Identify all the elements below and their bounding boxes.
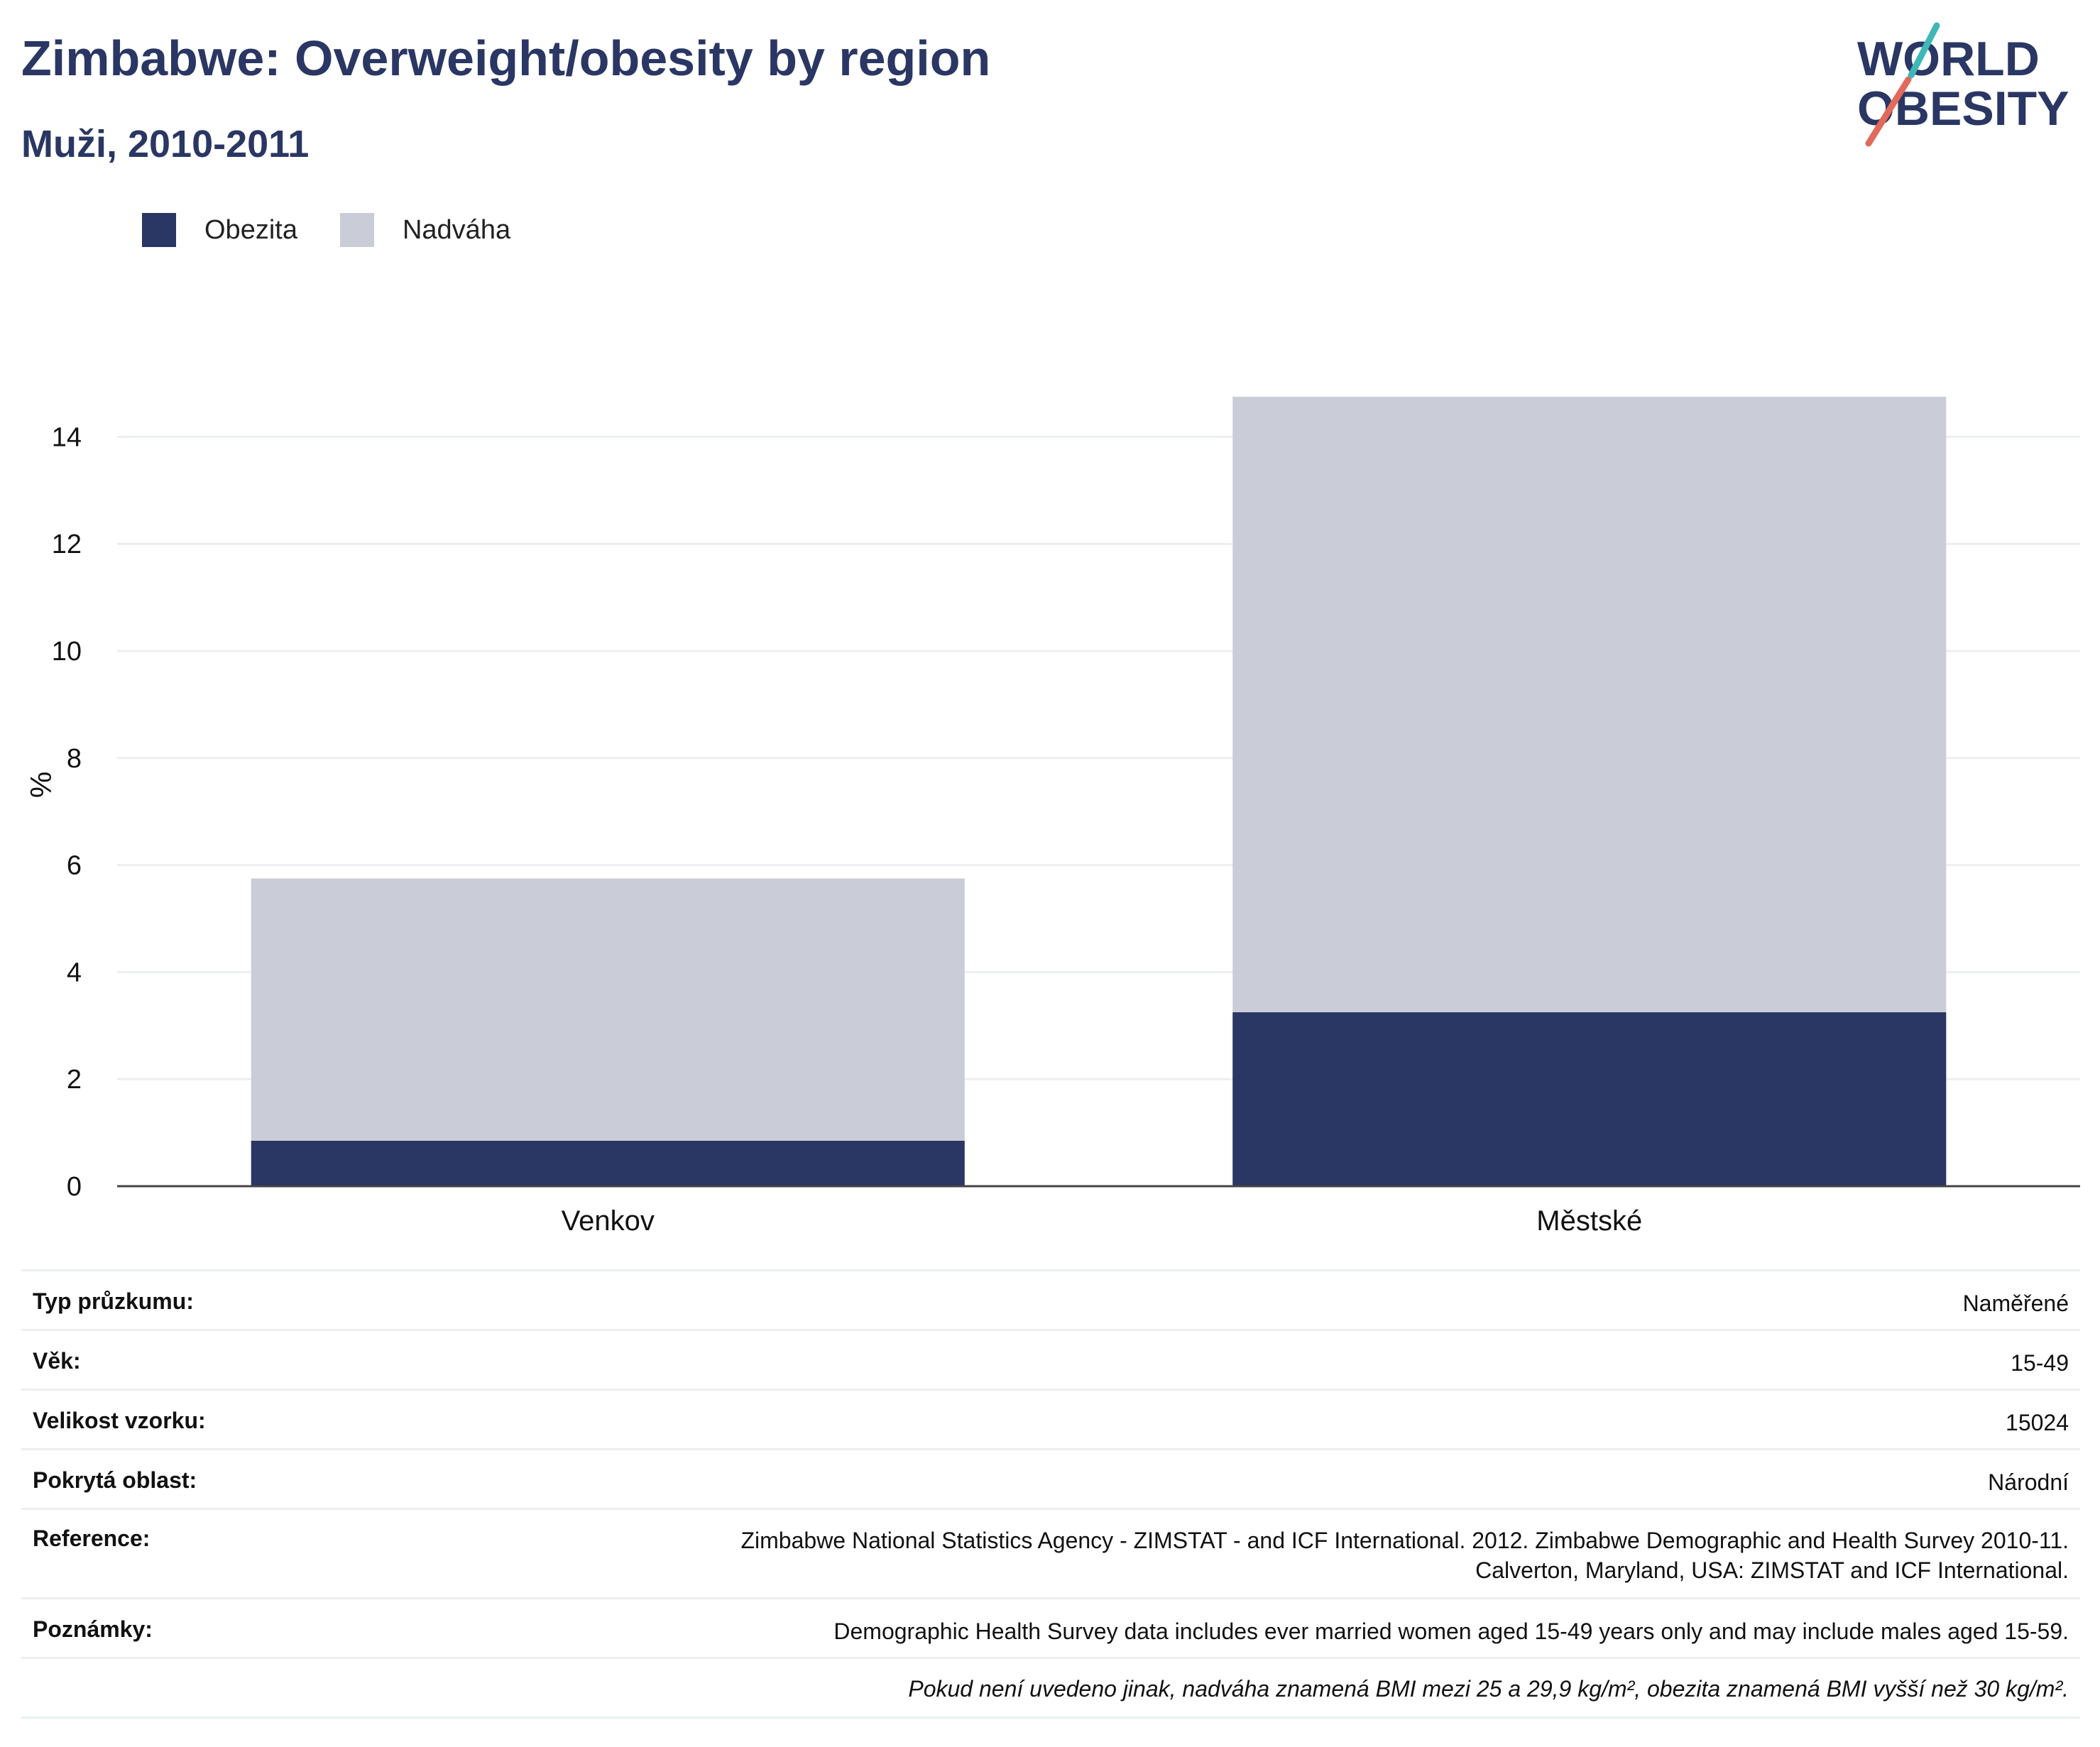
y-axis-label: % <box>24 772 58 798</box>
y-tick-label: 0 <box>67 1172 82 1202</box>
meta-row-reference: Reference: Zimbabwe National Statistics … <box>21 1508 2080 1597</box>
meta-label: Reference: <box>33 1526 151 1551</box>
meta-value: 15-49 <box>2011 1350 2069 1376</box>
stacked-bar-chart: 0 2 4 6 8 10 12 14 Venkov Městské% <box>24 396 2080 1237</box>
bar-obesity <box>251 1140 965 1186</box>
legend: Obezita Nadváha <box>142 212 553 248</box>
y-tick-label: 6 <box>67 851 82 881</box>
bar-overweight <box>1232 396 1947 1012</box>
chart-subtitle: Muži, 2010-2011 <box>21 123 310 165</box>
legend-swatch-overweight <box>339 213 374 247</box>
meta-row-sample-size: Velikost vzorku: 15024 <box>21 1389 2080 1448</box>
y-tick-label: 14 <box>52 422 82 452</box>
reference-line-1: Zimbabwe National Statistics Agency - ZI… <box>740 1528 2069 1553</box>
x-tick-label: Venkov <box>562 1205 655 1237</box>
meta-row-area-covered: Pokrytá oblast: Národní <box>21 1448 2080 1508</box>
legend-label-obesity: Obezita <box>204 214 297 245</box>
reference-line-2: Calverton, Maryland, USA: ZIMSTAT and IC… <box>1475 1557 2069 1583</box>
meta-label: Poznámky: <box>33 1616 153 1642</box>
x-tick-label: Městské <box>1536 1205 1642 1237</box>
bar-obesity <box>1232 1012 1947 1186</box>
legend-item-overweight[interactable]: Nadváha <box>339 213 511 247</box>
meta-label: Pokrytá oblast: <box>33 1467 197 1493</box>
meta-row-notes: Poznámky: Demographic Health Survey data… <box>21 1597 2080 1657</box>
meta-value: 15024 <box>2006 1410 2069 1435</box>
y-tick-label: 12 <box>52 530 82 559</box>
legend-swatch-obesity <box>142 213 176 247</box>
y-tick-label: 10 <box>52 637 82 667</box>
meta-row-age: Věk: 15-49 <box>21 1329 2080 1389</box>
world-obesity-logo: WORLD OBESITY <box>1857 22 2069 147</box>
logo-line1: WORLD <box>1857 32 2040 86</box>
meta-label: Věk: <box>33 1348 81 1374</box>
meta-row-survey-type: Typ průzkumu: Naměřené <box>21 1269 2080 1329</box>
y-tick-label: 2 <box>67 1065 82 1095</box>
survey-details-table: Typ průzkumu: Naměřené Věk: 15-49 Veliko… <box>21 1269 2080 1719</box>
y-tick-label: 4 <box>67 958 82 987</box>
chart-title: Zimbabwe: Overweight/obesity by region <box>21 31 991 86</box>
table-bottom-border <box>21 1716 2080 1719</box>
meta-value: Demographic Health Survey data includes … <box>833 1619 2069 1644</box>
meta-label: Typ průzkumu: <box>33 1288 194 1314</box>
meta-row-footnote: Pokud není uvedeno jinak, nadváha znamen… <box>21 1657 2080 1716</box>
bar-overweight <box>251 878 965 1141</box>
meta-value: Národní <box>1988 1469 2069 1495</box>
legend-item-obesity[interactable]: Obezita <box>142 213 297 247</box>
bmi-definition-note: Pokud není uvedeno jinak, nadváha znamen… <box>908 1676 2069 1702</box>
meta-label: Velikost vzorku: <box>33 1408 206 1433</box>
meta-value: Naměřené <box>1962 1291 2069 1316</box>
y-tick-label: 8 <box>67 744 82 774</box>
meta-value: Zimbabwe National Statistics Agency - ZI… <box>740 1526 2069 1585</box>
legend-label-overweight: Nadváha <box>402 214 511 245</box>
